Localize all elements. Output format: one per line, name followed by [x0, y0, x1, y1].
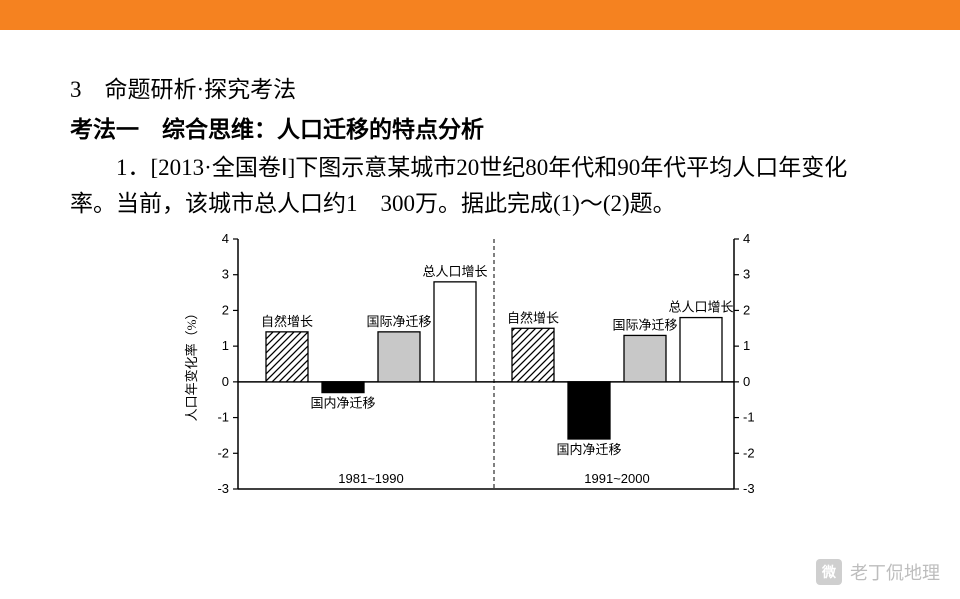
method-label: 考法一 [70, 117, 139, 142]
method-title: 综合思维：人口迁移的特点分析 [162, 117, 484, 142]
svg-text:国内净迁移: 国内净迁移 [556, 442, 621, 457]
wechat-icon: 微 [816, 559, 842, 585]
svg-text:2: 2 [743, 303, 750, 318]
svg-text:国际净迁移: 国际净迁移 [612, 318, 677, 333]
watermark-text: 老丁侃地理 [850, 559, 940, 585]
section-number: 3 [70, 77, 82, 102]
svg-text:-3: -3 [743, 481, 755, 496]
svg-text:自然增长: 自然增长 [261, 314, 313, 329]
svg-text:1991~2000: 1991~2000 [584, 471, 649, 486]
svg-text:0: 0 [222, 374, 229, 389]
svg-text:总人口增长: 总人口增长 [668, 300, 733, 315]
svg-text:4: 4 [743, 231, 750, 246]
svg-text:国内净迁移: 国内净迁移 [310, 396, 375, 411]
svg-text:-2: -2 [743, 446, 755, 461]
svg-text:-1: -1 [743, 410, 755, 425]
svg-text:自然增长: 自然增长 [507, 311, 559, 326]
section-line: 3 命题研析·探究考法 [70, 70, 890, 104]
svg-text:-3: -3 [217, 481, 229, 496]
svg-text:1: 1 [743, 338, 750, 353]
svg-text:3: 3 [743, 267, 750, 282]
svg-text:2: 2 [222, 303, 229, 318]
content-area: 3 命题研析·探究考法 考法一 综合思维：人口迁移的特点分析 1．[2013·全… [0, 30, 960, 519]
question-text: 1．[2013·全国卷Ⅰ]下图示意某城市20世纪80年代和90年代平均人口年变化… [70, 150, 890, 221]
svg-text:0: 0 [743, 374, 750, 389]
svg-text:国际净迁移: 国际净迁移 [366, 314, 431, 329]
svg-text:1: 1 [222, 338, 229, 353]
svg-text:1981~1990: 1981~1990 [338, 471, 403, 486]
svg-text:3: 3 [222, 267, 229, 282]
top-accent-bar [0, 0, 960, 30]
method-line: 考法一 综合思维：人口迁移的特点分析 [70, 110, 890, 144]
svg-text:人口年变化率（%）: 人口年变化率（%） [184, 307, 199, 422]
section-title: 命题研析·探究考法 [105, 77, 297, 102]
population-chart: -3 -3 -2 -2 -1 -1 0 0 1 1 2 2 3 3 4 4 人口年变化率（%） 自然增长国内净迁移… [180, 229, 780, 519]
watermark: 微 老丁侃地理 [816, 559, 940, 585]
svg-text:-1: -1 [217, 410, 229, 425]
svg-text:4: 4 [222, 231, 229, 246]
svg-text:-2: -2 [217, 446, 229, 461]
svg-text:总人口增长: 总人口增长 [422, 264, 487, 279]
chart-container: -3 -3 -2 -2 -1 -1 0 0 1 1 2 2 3 3 4 4 人口年变化率（%） 自然增长国内净迁移… [180, 229, 780, 519]
